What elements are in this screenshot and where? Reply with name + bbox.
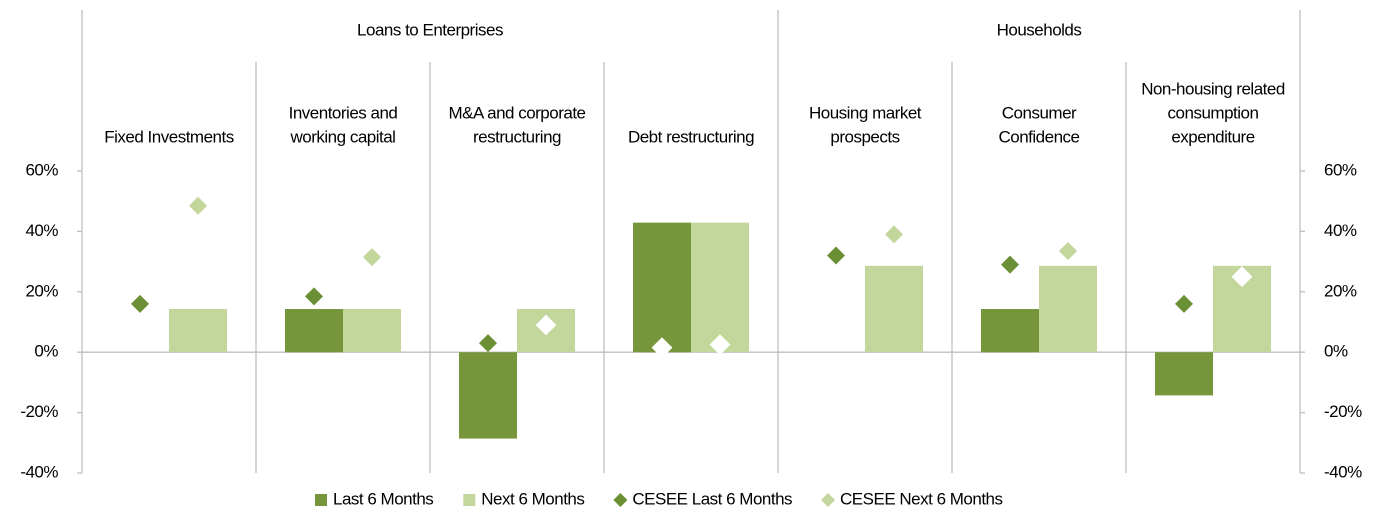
marker xyxy=(189,196,207,215)
bar xyxy=(1155,352,1213,396)
y-tick-label: 20% xyxy=(25,281,58,300)
marker-outline xyxy=(1231,266,1253,287)
legend-swatch xyxy=(821,493,836,507)
legend-label: Next 6 Months xyxy=(481,489,584,508)
category-label: Confidence xyxy=(998,127,1079,146)
y-tick-label: 0% xyxy=(34,342,58,361)
bar xyxy=(285,309,343,353)
y2-tick-label: 60% xyxy=(1324,160,1357,179)
bar xyxy=(459,352,517,439)
bar xyxy=(633,222,691,353)
category-label: prospects xyxy=(830,127,899,146)
marker xyxy=(1175,294,1193,313)
marker xyxy=(305,287,323,306)
category-label: consumption xyxy=(1168,103,1259,122)
category-label: working capital xyxy=(290,127,396,146)
marker-outline xyxy=(535,314,557,336)
legend-label: CESEE Next 6 Months xyxy=(840,489,1002,508)
marker xyxy=(131,294,149,313)
marker-outline xyxy=(651,337,673,358)
category-label: Consumer xyxy=(1002,103,1077,122)
legend-swatch xyxy=(315,494,327,506)
category-label: restructuring xyxy=(473,127,561,146)
marker-outline xyxy=(709,334,731,355)
y-tick-label: 60% xyxy=(25,160,58,179)
category-label: expenditure xyxy=(1171,127,1254,146)
y2-tick-label: 20% xyxy=(1324,281,1357,300)
category-label: Debt restructuring xyxy=(628,127,754,146)
legend-label: Last 6 Months xyxy=(333,489,433,508)
marker xyxy=(1001,255,1019,274)
y2-tick-label: 40% xyxy=(1324,221,1357,240)
bar xyxy=(981,309,1039,353)
y2-tick-label: 0% xyxy=(1324,342,1348,361)
marker xyxy=(1059,242,1077,261)
y-tick-label: -40% xyxy=(20,462,58,481)
legend-swatch xyxy=(463,494,476,506)
legend-swatch xyxy=(613,493,628,507)
bar xyxy=(1039,265,1097,353)
marker xyxy=(885,225,903,244)
marker xyxy=(479,334,497,353)
category-label: Fixed Investments xyxy=(104,127,233,146)
bar xyxy=(865,265,923,353)
y2-tick-label: -20% xyxy=(1324,402,1362,421)
category-label: Inventories and xyxy=(289,103,398,122)
y-tick-label: 40% xyxy=(25,221,58,240)
marker xyxy=(827,246,845,265)
marker xyxy=(363,248,381,267)
legend-label: CESEE Last 6 Months xyxy=(632,489,792,508)
group-label: Households xyxy=(997,20,1082,39)
bar xyxy=(343,309,401,353)
y-tick-label: -20% xyxy=(20,402,58,421)
category-label: M&A and corporate xyxy=(448,103,585,122)
bar xyxy=(691,222,749,353)
group-label: Loans to Enterprises xyxy=(357,20,503,39)
bar xyxy=(169,309,227,353)
category-label: Non-housing related xyxy=(1141,79,1285,98)
category-label: Housing market xyxy=(809,103,922,122)
y2-tick-label: -40% xyxy=(1324,462,1362,481)
